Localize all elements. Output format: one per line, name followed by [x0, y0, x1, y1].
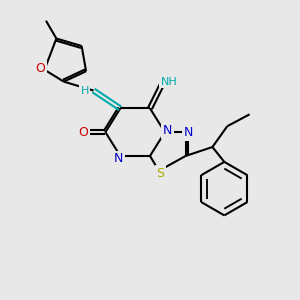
Text: H: H	[80, 85, 89, 96]
Text: NH: NH	[161, 76, 178, 87]
Text: N: N	[184, 126, 193, 139]
Text: S: S	[156, 167, 164, 180]
Text: O: O	[35, 62, 45, 75]
Text: O: O	[78, 126, 88, 139]
Text: N: N	[114, 152, 124, 165]
Text: N: N	[163, 124, 172, 137]
